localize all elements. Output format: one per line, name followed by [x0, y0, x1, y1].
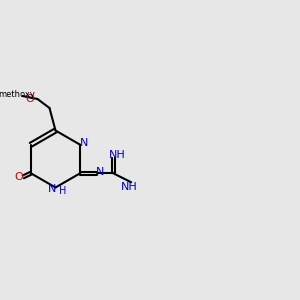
Text: NH: NH: [108, 150, 125, 160]
Text: O: O: [14, 172, 23, 182]
Text: methoxy: methoxy: [0, 90, 35, 99]
Text: NH: NH: [121, 182, 138, 192]
Text: N: N: [96, 167, 104, 177]
Text: N: N: [80, 138, 88, 148]
Text: H: H: [59, 185, 67, 196]
Text: N: N: [47, 184, 56, 194]
Text: O: O: [26, 94, 34, 104]
